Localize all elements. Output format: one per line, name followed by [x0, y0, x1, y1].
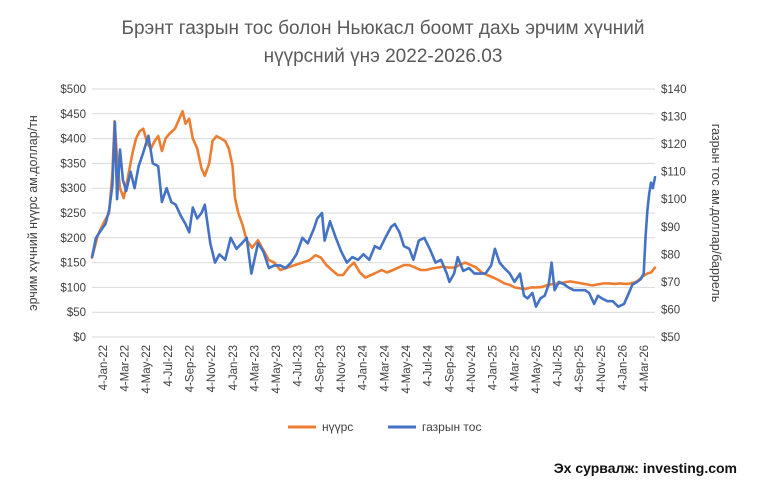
right-tick-label: $120: [661, 139, 687, 151]
right-tick-label: $80: [661, 249, 680, 261]
legend: нүүрс газрын тос: [288, 420, 481, 434]
left-tick-label: $250: [60, 208, 86, 220]
left-tick-label: $0: [73, 332, 86, 344]
x-tick-label: 4-Jan-22: [98, 345, 110, 390]
x-tick-label: 4-Mar-26: [639, 345, 651, 392]
x-tick-label: 4-Mar-24: [379, 344, 391, 391]
x-tick-label: 4-Jul-22: [163, 345, 175, 387]
x-tick-label: 4-Jul-23: [293, 345, 305, 387]
left-tick-label: $50: [67, 307, 86, 319]
x-tick-label: 4-Jan-26: [618, 345, 630, 390]
x-tick-label: 4-Nov-23: [336, 345, 348, 392]
gridlines: [92, 88, 655, 338]
left-tick-label: $200: [60, 233, 86, 245]
right-axis-title: газрын тос ам.доллар/баррель: [709, 124, 723, 302]
left-tick-label: $300: [60, 183, 86, 195]
x-axis-ticks: 4-Jan-22 4-Mar-22 4-May-22 4-Jul-22 4-Sep-22…: [98, 344, 651, 393]
x-tick-label: 4-Nov-25: [596, 345, 608, 392]
right-tick-label: $90: [661, 222, 680, 234]
x-tick-label: 4-Nov-22: [206, 345, 218, 392]
x-tick-label: 4-Mar-23: [249, 345, 261, 392]
x-tick-label: 4-Sep-22: [184, 345, 196, 392]
left-axis-ticks: $0 $50 $100 $150 $200 $250 $300 $350 $400 $450 $50…: [60, 84, 86, 344]
x-tick-label: 4-Sep-25: [574, 345, 586, 392]
x-tick-label: 4-Jul-24: [423, 344, 435, 386]
right-tick-label: $70: [661, 277, 680, 289]
x-tick-label: 4-Jan-23: [228, 345, 240, 390]
chart-title-line-1: Брэнт газрын тос болон Ньюкасл боомт дах…: [121, 18, 644, 39]
x-tick-label: 4-Mar-25: [509, 345, 521, 392]
x-tick-label: 4-Sep-24: [444, 344, 456, 392]
right-tick-label: $50: [661, 332, 680, 344]
x-tick-label: 4-May-24: [401, 344, 413, 393]
x-tick-label: 4-Jan-24: [358, 344, 370, 390]
left-tick-label: $400: [60, 134, 86, 146]
x-tick-label: 4-May-25: [531, 345, 543, 394]
x-tick-label: 4-Jul-25: [553, 345, 565, 387]
oil-price-line: [90, 120, 657, 308]
series-layer: [90, 110, 657, 308]
x-tick-label: 4-May-23: [271, 345, 283, 394]
x-tick-label: 4-Jan-25: [488, 345, 500, 390]
right-tick-label: $130: [661, 112, 687, 124]
source-note: Эх сурвалж: investing.com: [553, 460, 737, 476]
left-tick-label: $100: [60, 282, 86, 294]
right-tick-label: $60: [661, 304, 680, 316]
x-tick-label: 4-Nov-24: [466, 344, 478, 392]
left-tick-label: $350: [60, 158, 86, 170]
x-tick-label: 4-May-22: [141, 345, 153, 394]
left-tick-label: $450: [60, 109, 86, 121]
x-tick-label: 4-Mar-22: [120, 345, 132, 392]
legend-label: газрын тос: [422, 420, 481, 434]
chart-title-line-2: нүүрсний үнэ 2022-2026.03: [264, 46, 503, 67]
right-tick-label: $140: [661, 84, 687, 96]
right-tick-label: $100: [661, 194, 687, 206]
legend-label: нүүрс: [322, 420, 353, 434]
left-tick-label: $150: [60, 258, 86, 270]
right-tick-label: $110: [661, 167, 686, 179]
right-axis-ticks: $50 $60 $70 $80 $90 $100 $110 $120 $130 $140: [661, 84, 687, 344]
left-axis-title: эрчим хүчний нүүрс ам.доллар/тн: [26, 115, 40, 311]
x-tick-label: 4-Sep-23: [314, 345, 326, 392]
left-tick-label: $500: [60, 84, 86, 96]
